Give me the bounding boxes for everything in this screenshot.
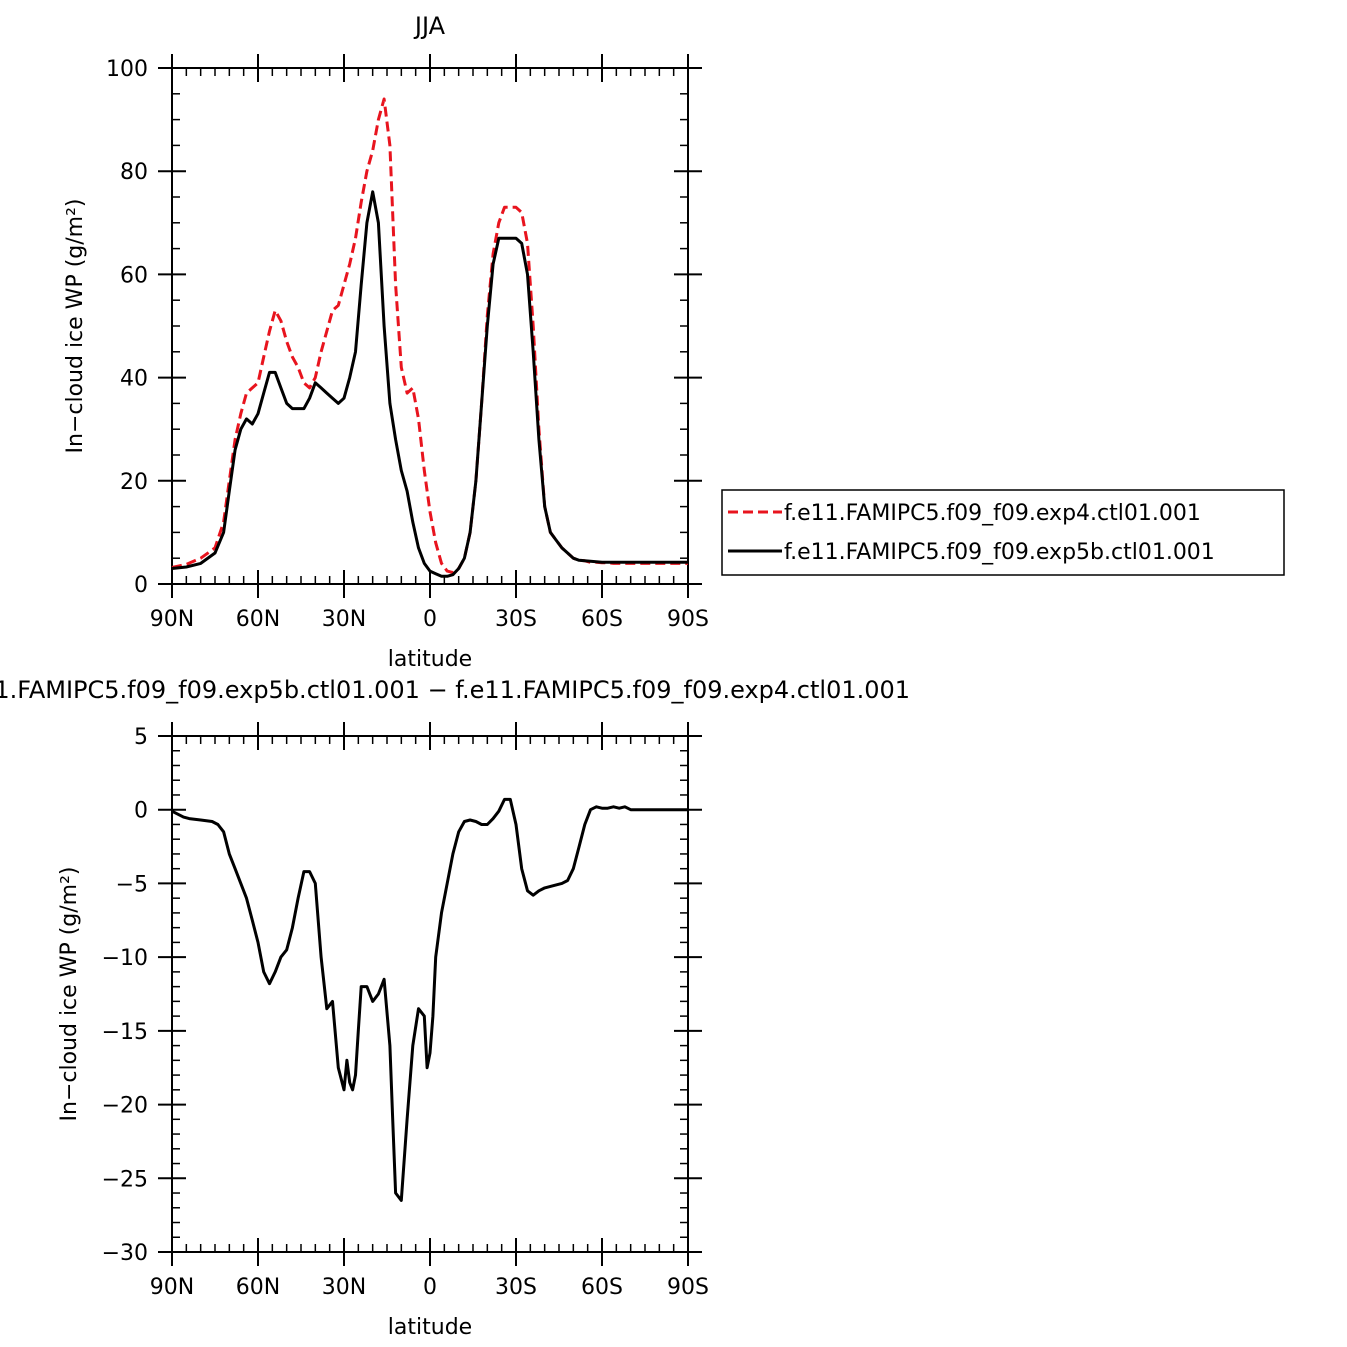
x-tick-label: 30S bbox=[495, 607, 537, 632]
y-tick-label: −30 bbox=[102, 1241, 148, 1266]
x-tick-label: 30N bbox=[322, 1275, 366, 1300]
x-tick-label: 30S bbox=[495, 1275, 537, 1300]
x-tick-label: 60N bbox=[236, 1275, 280, 1300]
x-tick-label: 60N bbox=[236, 607, 280, 632]
y-axis-label: In−cloud ice WP (g/m²) bbox=[57, 867, 82, 1122]
series-line-exp4 bbox=[171, 97, 688, 575]
legend-box bbox=[721, 489, 1285, 576]
y-tick-label: 0 bbox=[134, 799, 148, 824]
legend-entry-exp4: f.e11.FAMIPC5.f09_f09.exp4.ctl01.001 bbox=[784, 501, 1201, 526]
y-tick-label: 40 bbox=[120, 367, 148, 392]
x-axis: 90N 60N 30N 0 30S 60S 90S bbox=[150, 722, 709, 1300]
y-axis-label: In−cloud ice WP (g/m²) bbox=[63, 199, 88, 454]
y-tick-label: −5 bbox=[116, 872, 148, 897]
legend: f.e11.FAMIPC5.f09_f09.exp4.ctl01.001 f.e… bbox=[721, 489, 1285, 576]
series-group bbox=[171, 797, 688, 1202]
plot-frame bbox=[171, 67, 689, 585]
y-tick-label: −15 bbox=[102, 1020, 148, 1045]
bottom-panel: f.e11.FAMIPC5.f09_f09.exp5b.ctl01.001 − … bbox=[0, 676, 910, 1340]
y-tick-label: −25 bbox=[102, 1167, 148, 1192]
y-tick-label: 80 bbox=[120, 160, 148, 185]
series-group bbox=[171, 97, 688, 578]
y-axis: −30 −25 −20 −15 −10 −5 0 5 bbox=[102, 725, 702, 1266]
y-tick-label: 100 bbox=[106, 57, 148, 82]
y-tick-label: 5 bbox=[134, 725, 148, 750]
y-tick-label: 20 bbox=[120, 470, 148, 495]
y-tick-label: −20 bbox=[102, 1094, 148, 1119]
x-tick-label: 0 bbox=[423, 1275, 437, 1300]
y-axis: 0 20 40 60 80 100 bbox=[106, 57, 702, 598]
legend-entry-exp5b: f.e11.FAMIPC5.f09_f09.exp5b.ctl01.001 bbox=[784, 540, 1215, 565]
x-tick-label: 30N bbox=[322, 607, 366, 632]
difference-chart-title: f.e11.FAMIPC5.f09_f09.exp5b.ctl01.001 − … bbox=[0, 676, 910, 704]
x-axis-label: latitude bbox=[388, 1315, 472, 1340]
plot-frame bbox=[171, 735, 689, 1253]
x-tick-label: 0 bbox=[423, 607, 437, 632]
difference-line bbox=[171, 797, 688, 1202]
x-tick-label: 90S bbox=[667, 607, 709, 632]
top-panel: JJA 0 20 40 60 80 100 90N 60N 30N 0 30S 60S 90S lat… bbox=[63, 12, 709, 672]
x-tick-label: 90S bbox=[667, 1275, 709, 1300]
x-tick-label: 60S bbox=[581, 607, 623, 632]
chart-title: JJA bbox=[413, 12, 446, 40]
x-tick-label: 90N bbox=[150, 1275, 194, 1300]
y-tick-label: 60 bbox=[120, 263, 148, 288]
y-tick-label: 0 bbox=[134, 573, 148, 598]
x-tick-label: 90N bbox=[150, 607, 194, 632]
y-tick-label: −10 bbox=[102, 946, 148, 971]
x-axis-label: latitude bbox=[388, 647, 472, 672]
x-axis: 90N 60N 30N 0 30S 60S 90S bbox=[150, 54, 709, 632]
series-line-exp5b bbox=[171, 190, 688, 578]
x-tick-label: 60S bbox=[581, 1275, 623, 1300]
